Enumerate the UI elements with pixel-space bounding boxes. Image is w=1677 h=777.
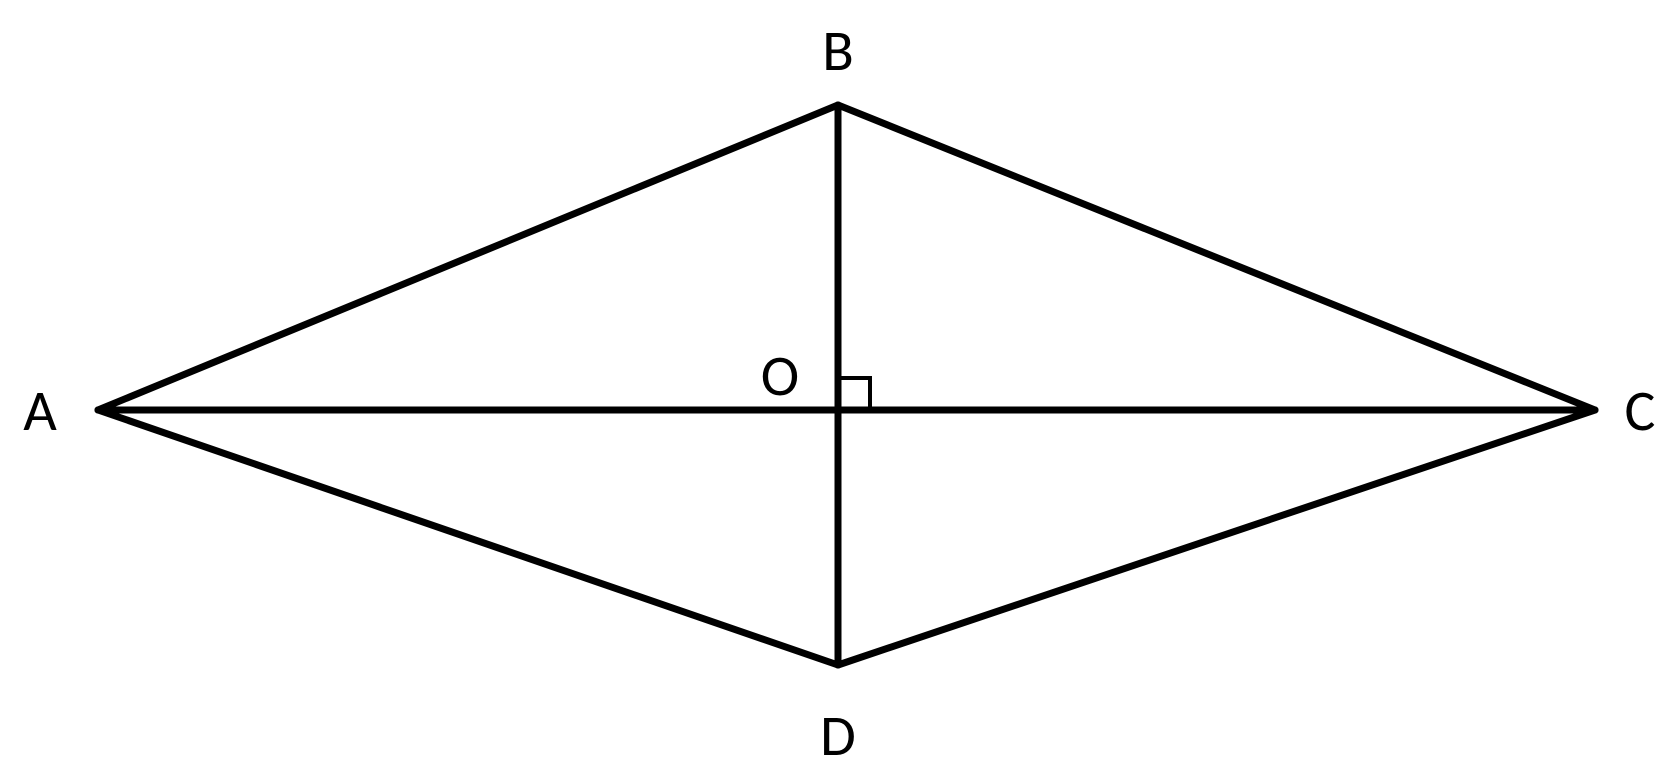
label-A: A	[23, 375, 57, 446]
label-D: D	[820, 700, 856, 771]
edge-BC	[838, 105, 1595, 410]
label-B: B	[822, 15, 854, 86]
label-C: C	[1625, 375, 1656, 446]
label-O: O	[761, 340, 799, 411]
edge-AB	[98, 105, 838, 410]
edge-DA	[98, 410, 838, 665]
edge-CD	[838, 410, 1595, 665]
rhombus-diagram: A B C D O	[0, 0, 1677, 777]
right-angle-marker	[838, 378, 870, 410]
